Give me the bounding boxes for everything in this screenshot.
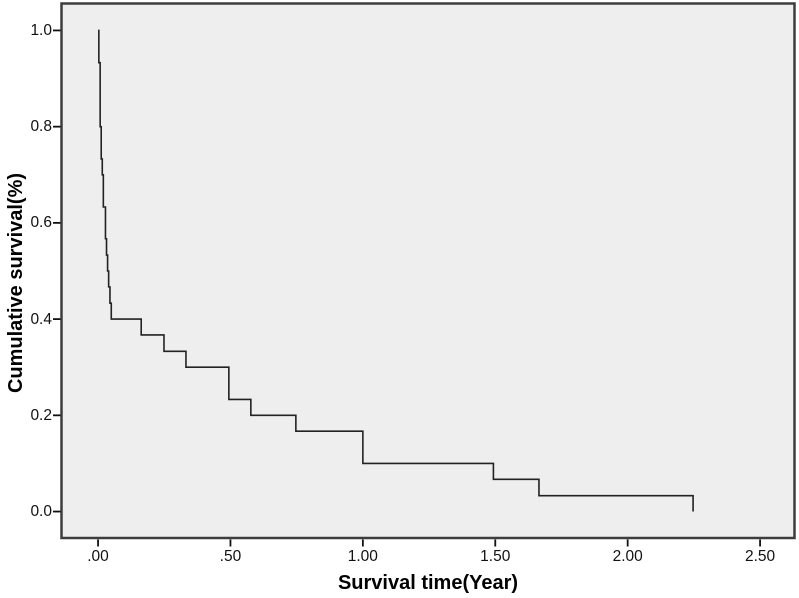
y-tick-label: 0.0 xyxy=(30,503,52,521)
y-tick-label: 0.2 xyxy=(30,406,52,424)
plot-frame xyxy=(60,2,796,540)
x-tick-label: 2.50 xyxy=(744,548,776,565)
x-tick-label: 2.00 xyxy=(612,548,643,565)
x-tick-label: 1.00 xyxy=(347,548,378,565)
x-axis-title: Survival time(Year) xyxy=(337,572,519,594)
y-tick-label: 0.4 xyxy=(30,310,52,328)
y-tick-label: 0.6 xyxy=(30,214,52,232)
x-tick-label: .50 xyxy=(219,548,242,565)
y-tick-label: 0.8 xyxy=(30,118,52,136)
x-tick-label: .00 xyxy=(87,548,109,565)
y-tick-label: 1.0 xyxy=(30,21,52,39)
x-tick-label: 1.50 xyxy=(480,548,511,565)
survival-curve xyxy=(98,29,694,512)
y-axis-title: Cumulative survival(%) xyxy=(5,172,27,394)
